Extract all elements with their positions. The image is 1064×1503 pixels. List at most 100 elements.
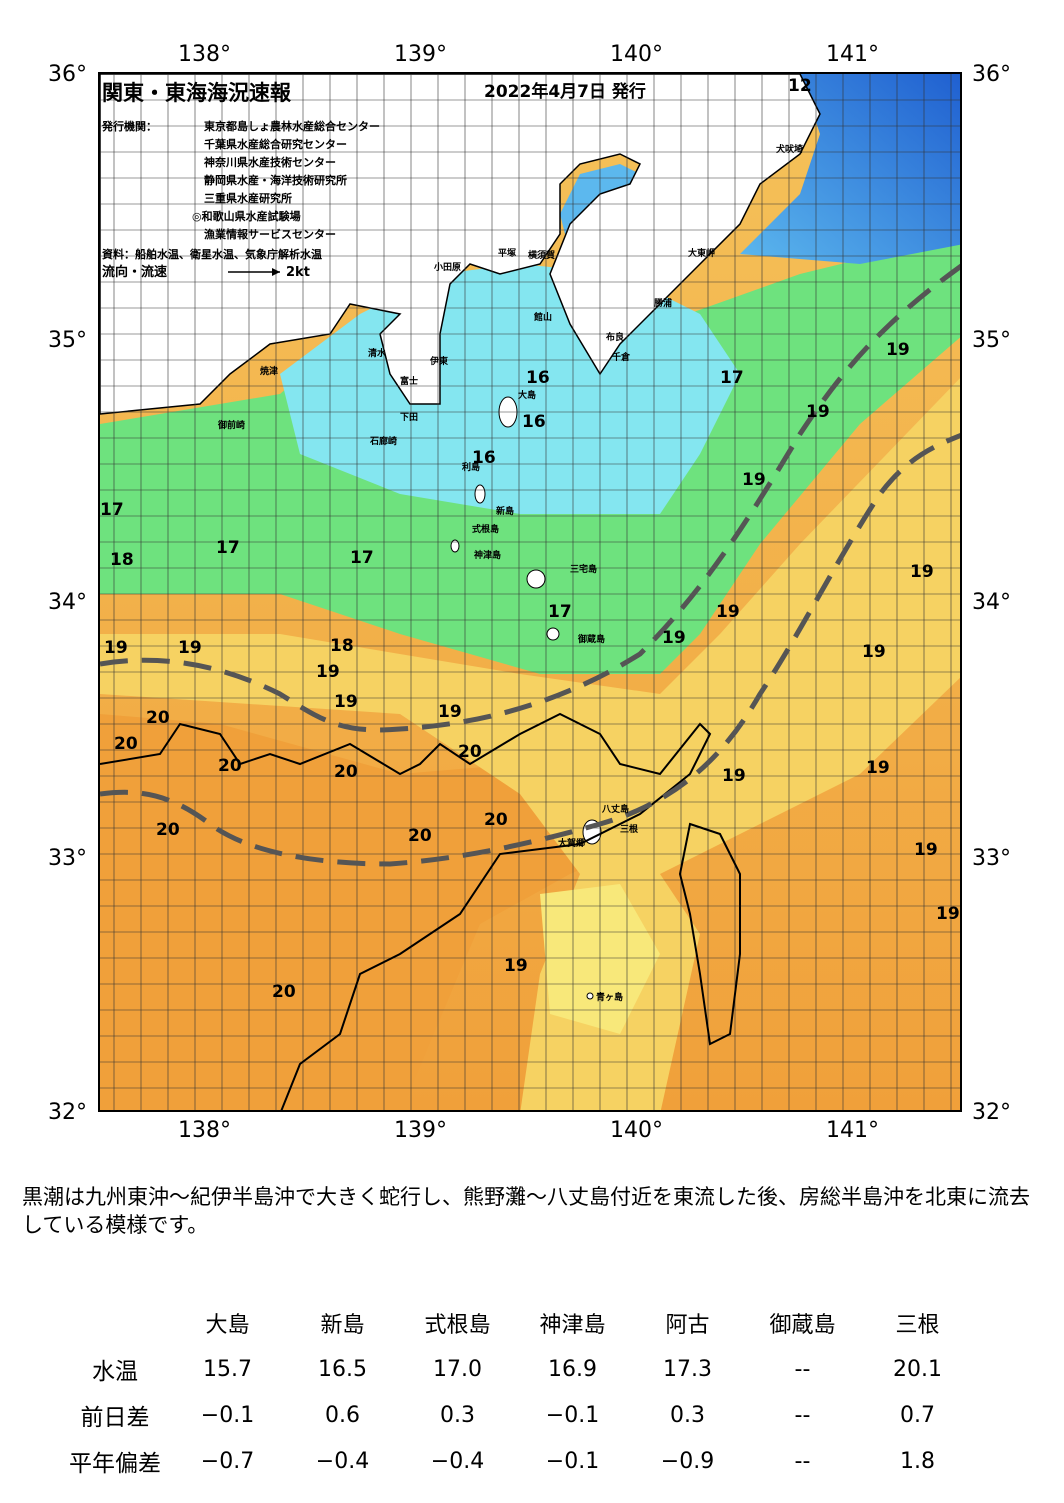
kuroshio-axis-south [100, 432, 960, 867]
place-name: 神津島 [474, 551, 502, 561]
table-cell: 0.3 [440, 1402, 475, 1428]
table-cell: −0.1 [545, 1448, 600, 1474]
isotherm-label: 16 [522, 412, 546, 432]
table-cell: 0.3 [670, 1402, 705, 1428]
map-grid [100, 74, 960, 1110]
place-name: 大賀郷 [558, 839, 586, 849]
issuer-2: 千葉県水産総合研究センター [204, 138, 347, 151]
table-row: 水温 15.7 16.5 17.0 16.9 17.3 -- 20.1 [60, 1346, 975, 1392]
place-name: 御前崎 [218, 421, 246, 431]
table-cell: 20.1 [893, 1356, 942, 1382]
place-name: 新島 [496, 507, 515, 517]
lon-label-bottom-141: 141° [826, 1118, 879, 1143]
table-cell: −0.9 [660, 1448, 715, 1474]
place-name: 八丈島 [602, 805, 630, 815]
place-name: 清水 [368, 349, 387, 359]
table-cell: 17.3 [663, 1356, 712, 1382]
flow-scale-arrowhead [272, 268, 280, 276]
isotherm-label: 20 [484, 810, 508, 830]
sea-zone-yellow [100, 378, 960, 1110]
isotherm-label: 20 [114, 734, 138, 754]
lon-label-top-138: 138° [178, 42, 231, 67]
table-cell: −0.7 [200, 1448, 255, 1474]
lat-label-right-35: 35° [972, 328, 1011, 353]
place-name: 石廊崎 [370, 437, 398, 447]
lon-label-bottom-139: 139° [394, 1118, 447, 1143]
lon-label-bottom-140: 140° [610, 1118, 663, 1143]
lon-label-top-140: 140° [610, 42, 663, 67]
land-honshu [100, 74, 821, 415]
island-temperature-table: 大島 新島 式根島 神津島 阿古 御蔵島 三根 水温 15.7 16.5 17.… [60, 1300, 975, 1484]
sea-temperature-map: 関東・東海海況速報 2022年4月7日 発行 発行機関： 東京都島しょ農林水産総… [98, 72, 962, 1112]
issuer-6: ◎和歌山県水産試験場 [192, 210, 301, 223]
place-name: 三根 [620, 825, 639, 835]
isotherm-label: 19 [866, 758, 890, 778]
lat-label-left-35: 35° [48, 328, 87, 353]
place-name: 式根島 [472, 525, 500, 535]
isotherm-label: 17 [350, 548, 374, 568]
kuroshio-axis-north [100, 263, 960, 733]
isotherm-label: 20 [146, 708, 170, 728]
table-row-header: 平年偏差 [69, 1451, 161, 1477]
island-aogashima [586, 992, 594, 1000]
island-mikurajima [546, 627, 560, 641]
issuer-1: 東京都島しょ農林水産総合センター [204, 120, 380, 133]
isotherm-label: 20 [458, 742, 482, 762]
table-column-header: 阿古 [665, 1313, 710, 1338]
table-cell: 16.5 [318, 1356, 367, 1382]
place-name: 横須賀 [528, 251, 556, 261]
isotherm-label: 20 [156, 820, 180, 840]
lat-label-left-34: 34° [48, 590, 87, 615]
isotherm-label: 19 [316, 662, 340, 682]
issuer-5: 三重県水産研究所 [204, 192, 292, 205]
table-row-header: 前日差 [80, 1405, 150, 1431]
table-column-header: 神津島 [539, 1313, 606, 1338]
sea-zone-blue [740, 74, 960, 264]
isotherm-20 [100, 712, 712, 1110]
isotherm-20-east [678, 822, 741, 1046]
issuer-4: 静岡県水産・海洋技術研究所 [204, 174, 347, 187]
table-corner [60, 1300, 170, 1346]
lat-label-right-36: 36° [972, 62, 1011, 87]
isotherm-label: 19 [936, 904, 960, 924]
place-name: 布良 [606, 333, 625, 343]
isotherm-label: 17 [548, 602, 572, 622]
table-header-row: 大島 新島 式根島 神津島 阿古 御蔵島 三根 [60, 1300, 975, 1346]
lat-label-right-32: 32° [972, 1100, 1011, 1125]
table-row: 前日差 −0.1 0.6 0.3 −0.1 0.3 -- 0.7 [60, 1392, 975, 1438]
isotherm-label: 20 [334, 762, 358, 782]
isotherm-label: 19 [178, 638, 202, 658]
issuer-label: 発行機関： [102, 120, 157, 133]
place-name: 下田 [400, 413, 419, 423]
place-name: 勝浦 [654, 299, 673, 309]
data-source: 資料：船舶水温、衛星水温、気象庁解析水温 [102, 248, 322, 261]
isotherm-label: 19 [910, 562, 934, 582]
table-column-header: 三根 [895, 1313, 940, 1338]
place-name: 館山 [534, 313, 553, 323]
lon-label-top-139: 139° [394, 42, 447, 67]
table-column-header: 御蔵島 [769, 1313, 836, 1338]
table-cell: -- [794, 1448, 811, 1474]
isotherm-label: 20 [218, 756, 242, 776]
place-name: 青ヶ島 [596, 993, 624, 1003]
table-column-header: 新島 [320, 1313, 365, 1338]
isotherm-label: 19 [504, 956, 528, 976]
lon-label-top-141: 141° [826, 42, 879, 67]
lat-label-left-32: 32° [48, 1100, 87, 1125]
table-cell: 16.9 [548, 1356, 597, 1382]
isotherm-label: 19 [662, 628, 686, 648]
table-cell: −0.4 [315, 1448, 370, 1474]
map-graphic [100, 74, 960, 1110]
kuroshio-description: 黒潮は九州東沖～紀伊半島沖で大きく蛇行し、熊野灘～八丈島付近を東流した後、房総半… [22, 1185, 1030, 1237]
isotherm-label: 20 [408, 826, 432, 846]
issuer-7: 漁業情報サービスセンター [204, 228, 336, 241]
place-name: 御蔵島 [578, 635, 606, 645]
place-name: 利島 [462, 463, 481, 473]
map-title: 関東・東海海況速報 [102, 81, 291, 105]
table-cell: -- [794, 1402, 811, 1428]
isotherm-label: 19 [104, 638, 128, 658]
isotherm-label: 17 [216, 538, 240, 558]
isotherm-label: 17 [100, 500, 124, 520]
place-name: 千倉 [612, 353, 631, 363]
place-name: 富士 [400, 377, 419, 387]
